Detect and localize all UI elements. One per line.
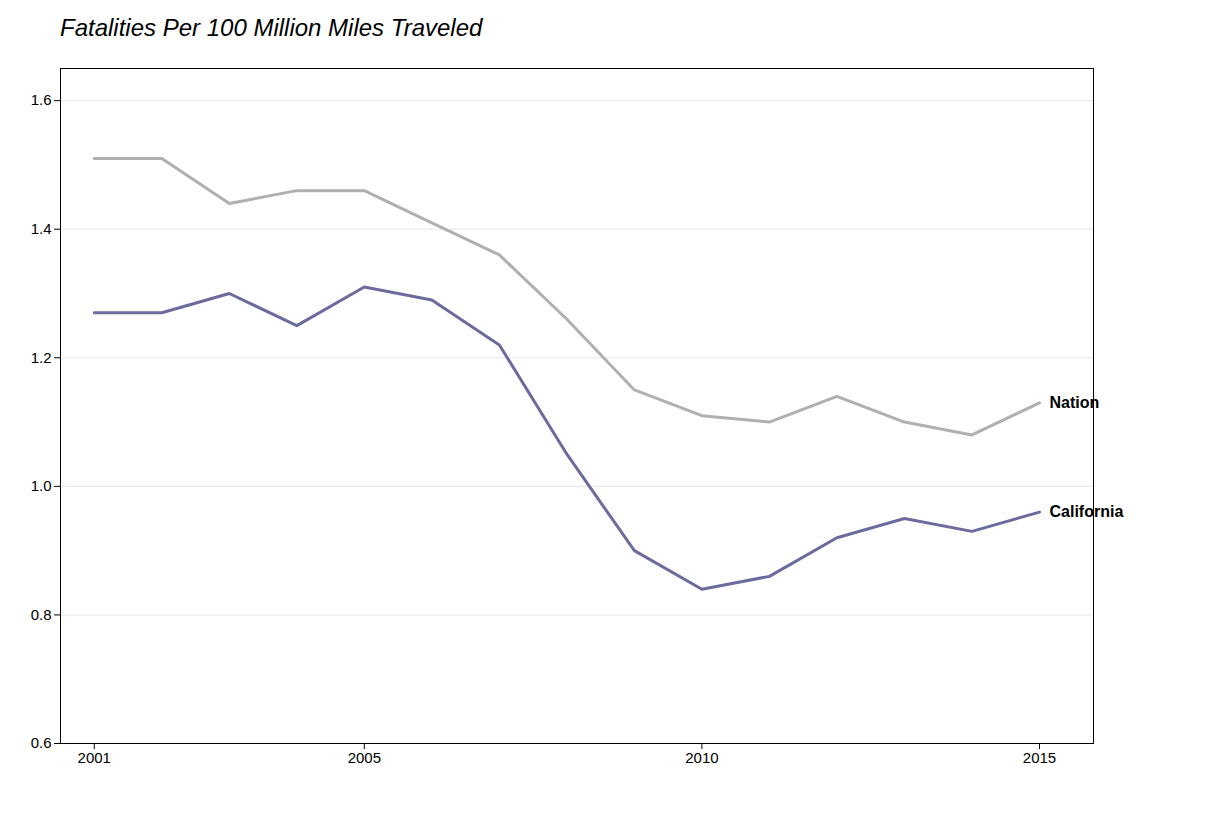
svg-text:2005: 2005	[348, 749, 381, 766]
html-text:Fatalities Per 100 Million Mil: Fatalities Per 100 Million Miles Travele…	[60, 14, 483, 41]
svg-text:2010: 2010	[685, 749, 718, 766]
svg-text:Nation: Nation	[1049, 394, 1099, 411]
svg-text:California: California	[1049, 503, 1123, 520]
svg-text:1.4: 1.4	[31, 220, 52, 237]
svg-text:1.6: 1.6	[31, 91, 52, 108]
svg-text:0.8: 0.8	[31, 606, 52, 623]
svg-text:2015: 2015	[1023, 749, 1056, 766]
svg-text:1.0: 1.0	[31, 477, 52, 494]
svg-text:0.6: 0.6	[31, 734, 52, 751]
svg-text:1.2: 1.2	[31, 349, 52, 366]
svg-text:2001: 2001	[78, 749, 111, 766]
